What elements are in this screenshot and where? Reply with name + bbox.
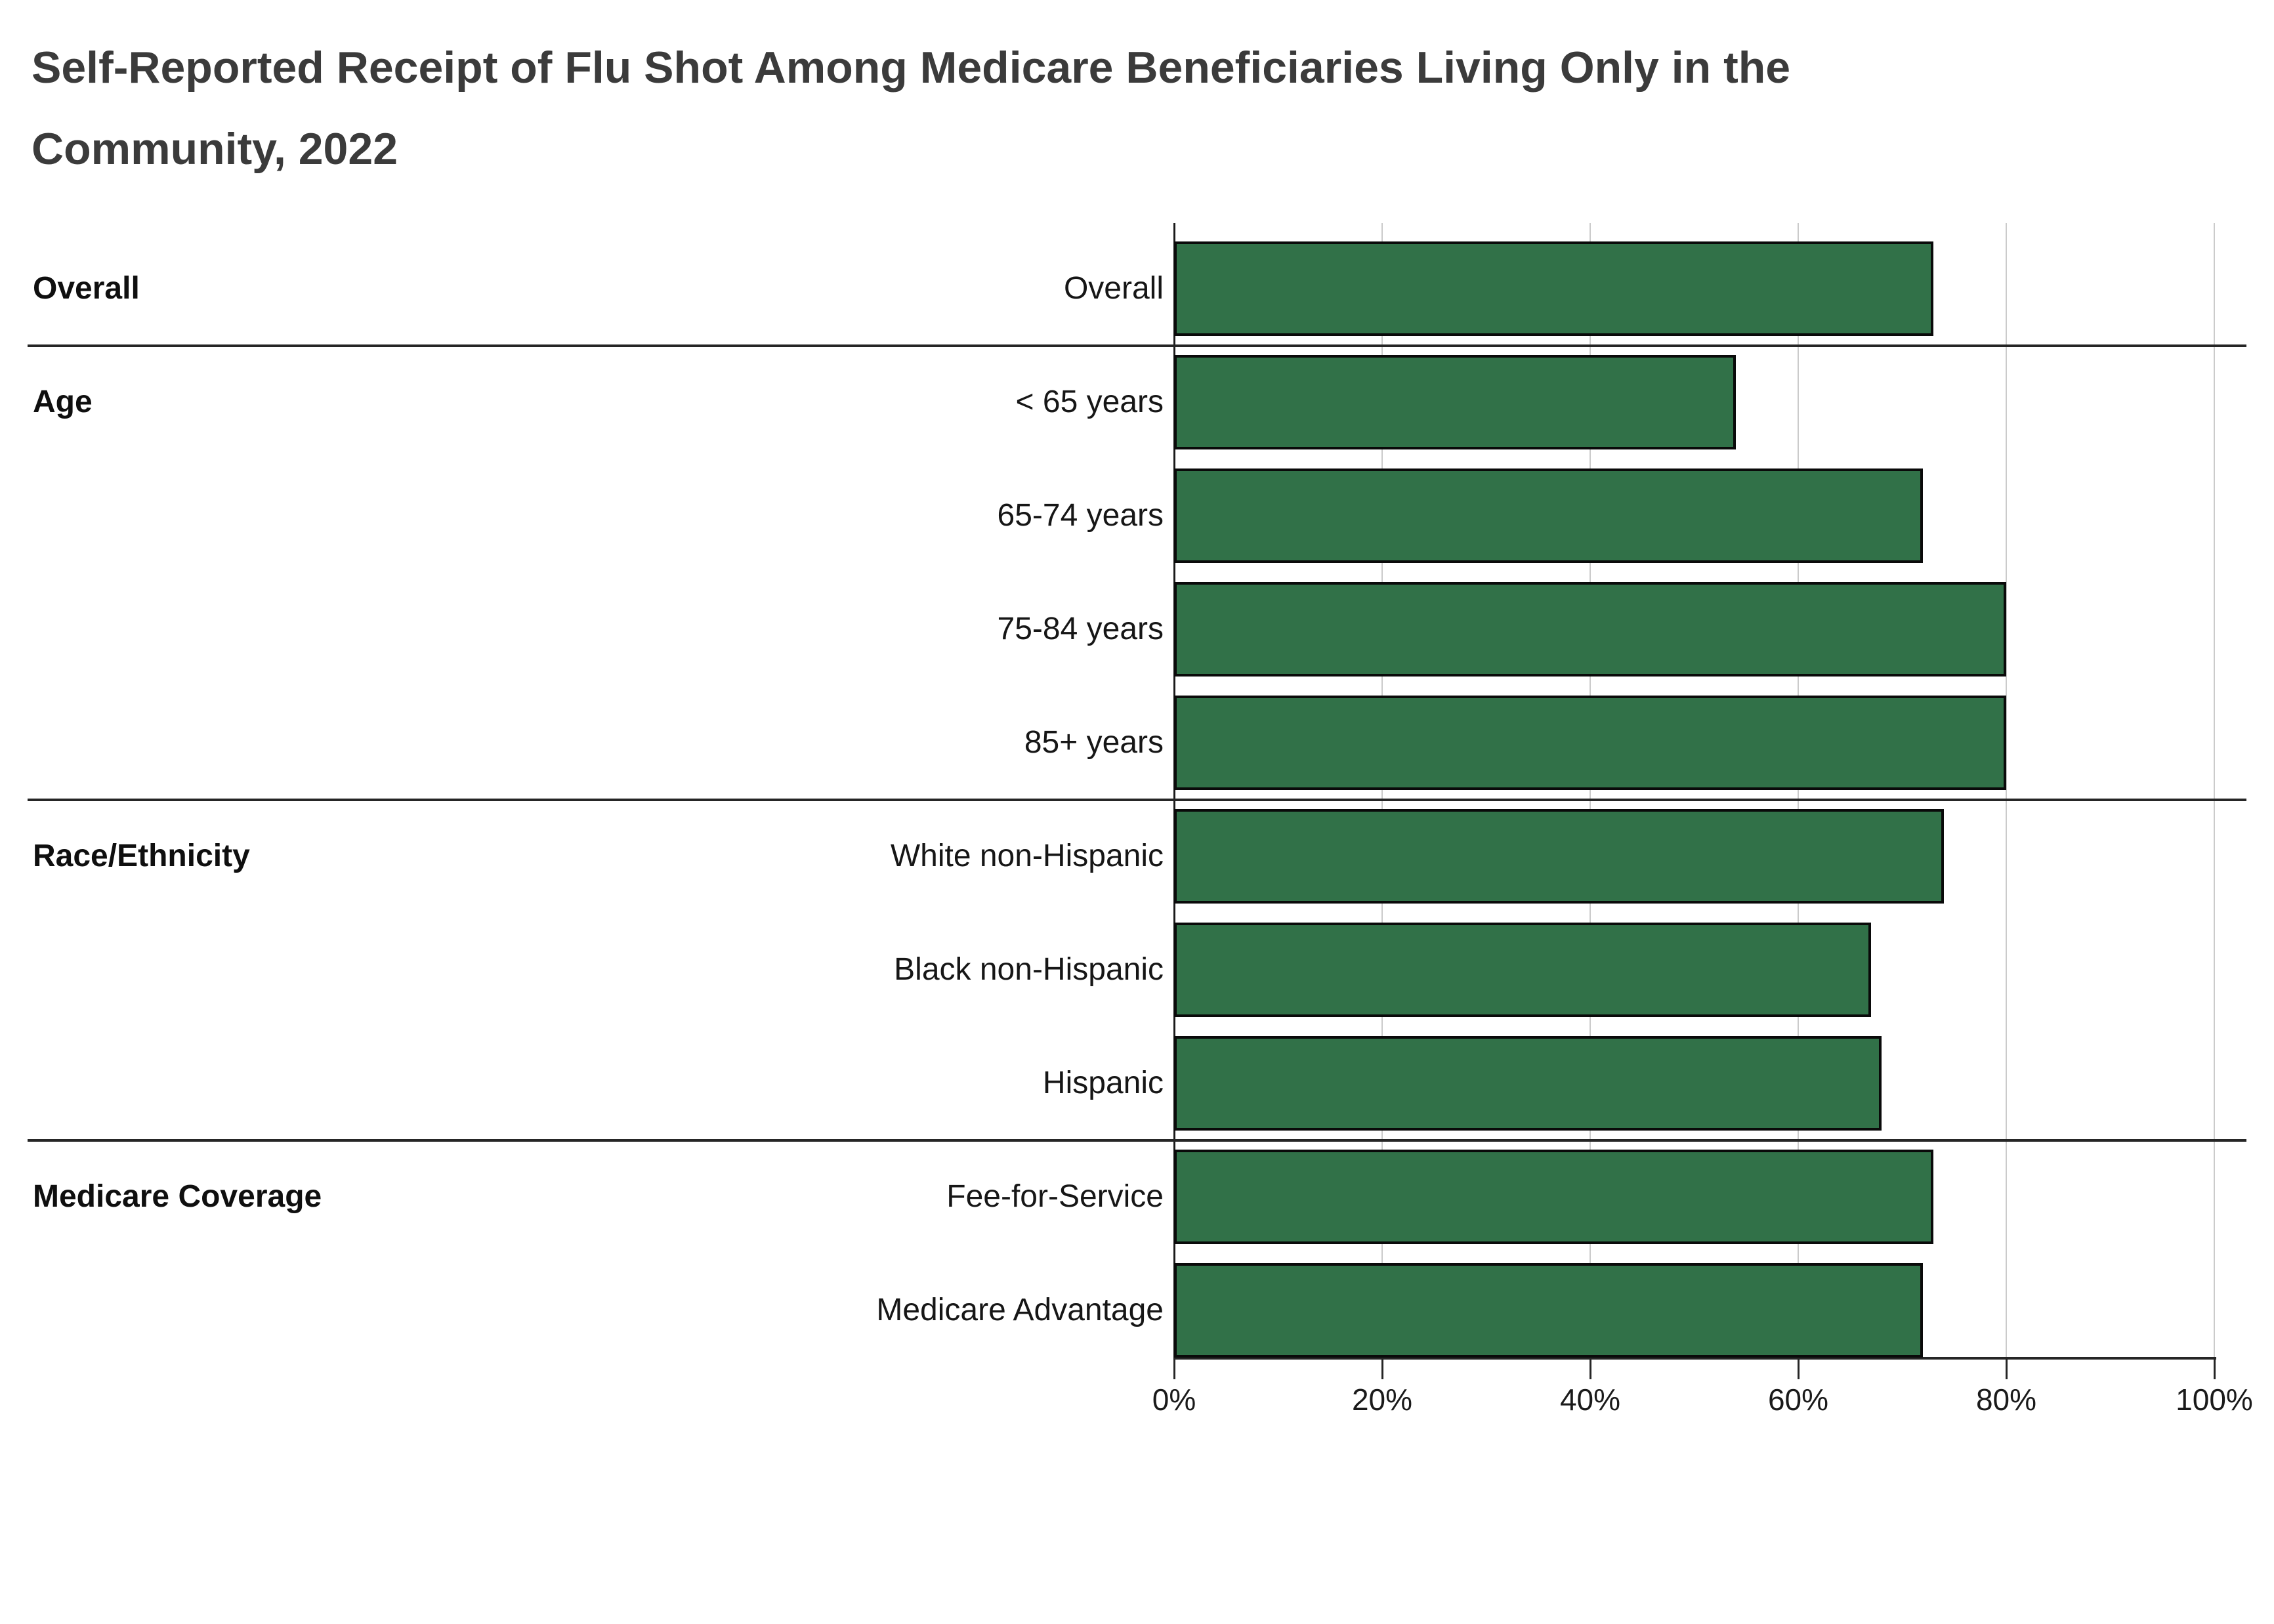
bar-medicare-advantage xyxy=(1174,1263,1923,1358)
plot-area: 0% 20% 40% 60% 80% 100% xyxy=(1152,223,2253,1417)
category-label: Fee-for-Service xyxy=(946,1179,1164,1214)
section-divider xyxy=(28,798,2246,801)
x-axis-tick-label: 40% xyxy=(1559,1383,1621,1417)
group-label-overall: Overall xyxy=(33,271,140,306)
bar-white-non-hispanic xyxy=(1174,809,1944,904)
category-label: 75-84 years xyxy=(997,612,1164,646)
x-axis-line xyxy=(1174,1357,2216,1360)
x-axis-tick-label: 0% xyxy=(1152,1383,1196,1417)
gridline-80 xyxy=(2006,223,2007,1360)
category-label: < 65 years xyxy=(1015,385,1164,419)
x-axis-tick-label: 80% xyxy=(1975,1383,2037,1417)
gridline-60 xyxy=(1798,223,1799,1360)
x-axis-tick xyxy=(1590,1360,1591,1379)
x-axis-tick xyxy=(1173,1360,1175,1379)
x-axis-tick xyxy=(2214,1360,2216,1379)
bar--65-years xyxy=(1174,355,1736,449)
x-axis-tick xyxy=(2006,1360,2008,1379)
category-label: Overall xyxy=(1063,271,1164,306)
x-axis-tick xyxy=(1381,1360,1383,1379)
bar-75-84-years xyxy=(1174,582,2006,677)
gridline-100 xyxy=(2214,223,2215,1360)
section-divider xyxy=(28,344,2246,347)
x-axis-tick-label: 20% xyxy=(1351,1383,1413,1417)
bar-overall xyxy=(1174,241,1933,336)
group-label-medicare-coverage: Medicare Coverage xyxy=(33,1179,322,1214)
bar-65-74-years xyxy=(1174,468,1923,563)
group-label-race-ethnicity: Race/Ethnicity xyxy=(33,839,250,873)
chart-title: Self-Reported Receipt of Flu Shot Among … xyxy=(32,43,1791,174)
x-axis-tick xyxy=(1798,1360,1800,1379)
bar-hispanic xyxy=(1174,1036,1882,1131)
category-label: Hispanic xyxy=(1042,1066,1164,1100)
section-divider xyxy=(28,1138,2246,1142)
x-axis-tick-label: 100% xyxy=(2176,1383,2253,1417)
gridline-40 xyxy=(1590,223,1591,1360)
x-axis-tick-label: 60% xyxy=(1767,1383,1829,1417)
group-label-age: Age xyxy=(33,385,93,419)
gridline-20 xyxy=(1381,223,1383,1360)
bar-fee-for-service xyxy=(1174,1150,1933,1244)
bar-85-years xyxy=(1174,696,2006,790)
category-label: Medicare Advantage xyxy=(876,1293,1164,1327)
category-label: 65-74 years xyxy=(997,498,1164,533)
category-label: 85+ years xyxy=(1024,725,1164,760)
category-label: White non-Hispanic xyxy=(890,839,1164,873)
category-label: Black non-Hispanic xyxy=(894,952,1164,987)
bar-black-non-hispanic xyxy=(1174,923,1871,1017)
y-axis-line xyxy=(1173,223,1175,1360)
